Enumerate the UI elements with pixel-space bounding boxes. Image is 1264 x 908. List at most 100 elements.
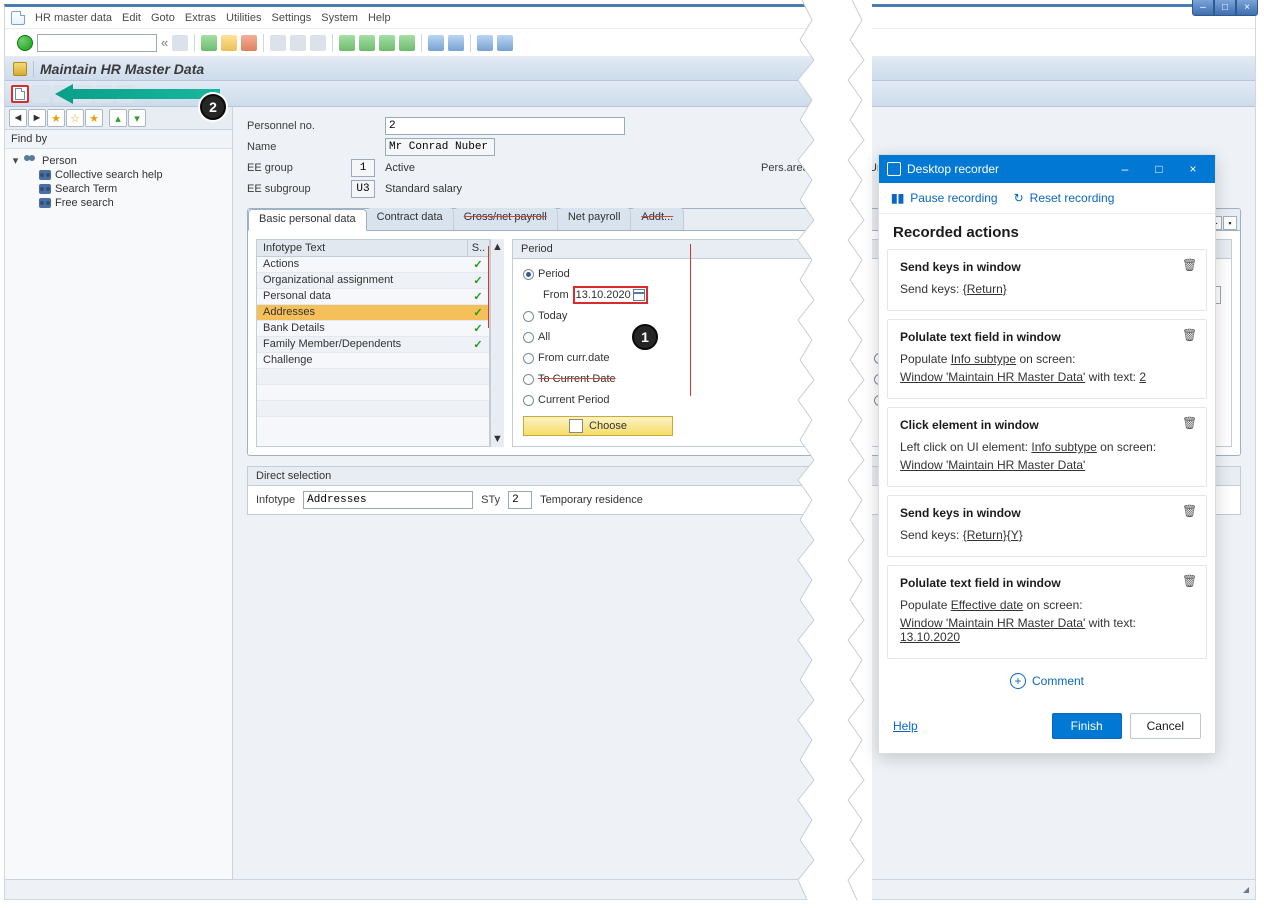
delete-icon[interactable]: 🗑 xyxy=(1182,504,1196,518)
input-infotype[interactable] xyxy=(303,491,473,509)
delete-icon[interactable]: 🗑 xyxy=(1182,258,1196,272)
menu-settings[interactable]: Settings xyxy=(272,12,312,24)
action-card[interactable]: 🗑 Polulate text field in window Populate… xyxy=(887,565,1207,659)
display-icon[interactable] xyxy=(53,85,71,103)
overview-icon[interactable] xyxy=(116,85,134,103)
pause-button[interactable]: ▮▮Pause recording xyxy=(891,191,998,205)
annotation-line xyxy=(690,244,691,396)
tree-root[interactable]: ▾ Person xyxy=(11,153,226,168)
shortcut-icon[interactable] xyxy=(448,35,464,51)
action-card[interactable]: 🗑 Click element in window Left click on … xyxy=(887,407,1207,487)
menu-help[interactable]: Help xyxy=(368,12,391,24)
radio-currperiod[interactable] xyxy=(523,395,534,406)
next-page-icon[interactable] xyxy=(379,35,395,51)
exit-icon[interactable] xyxy=(221,35,237,51)
help-icon[interactable] xyxy=(477,35,493,51)
action-bar xyxy=(5,81,1255,107)
window-controls: – □ × xyxy=(1192,0,1258,16)
delete-icon[interactable]: 🗑 xyxy=(1182,328,1196,342)
reset-button[interactable]: ↻Reset recording xyxy=(1014,191,1115,205)
infotype-row-selected[interactable]: Addresses✓ xyxy=(257,305,489,321)
menu-goto[interactable]: Goto xyxy=(151,12,175,24)
fav-add-icon[interactable]: ★ xyxy=(47,109,65,127)
finish-button[interactable]: Finish xyxy=(1052,713,1122,739)
tree-item[interactable]: Search Term xyxy=(11,182,226,196)
delete-icon[interactable]: 🗑 xyxy=(1182,416,1196,430)
tab-contract[interactable]: Contract data xyxy=(367,208,454,230)
infotype-header: Infotype Text S.. xyxy=(257,240,489,257)
first-page-icon[interactable] xyxy=(339,35,355,51)
save-icon[interactable] xyxy=(172,35,188,51)
max-button[interactable]: □ xyxy=(1214,0,1236,16)
radio-today[interactable] xyxy=(523,311,534,322)
document-icon xyxy=(11,11,25,25)
action-card[interactable]: 🗑 Send keys in window Send keys: {Return… xyxy=(887,249,1207,311)
expand-icon[interactable]: ▴ xyxy=(109,109,127,127)
infotype-row[interactable]: Challenge xyxy=(257,353,489,369)
find-icon[interactable] xyxy=(290,35,306,51)
copy-icon[interactable] xyxy=(74,85,92,103)
nav-back-icon[interactable]: ◄ xyxy=(9,109,27,127)
back-icon[interactable] xyxy=(201,35,217,51)
create-button[interactable] xyxy=(11,85,29,103)
tab-addt[interactable]: Addt... xyxy=(631,208,684,230)
find-next-icon[interactable] xyxy=(310,35,326,51)
rec-close-button[interactable]: × xyxy=(1179,162,1207,176)
menu-utilities[interactable]: Utilities xyxy=(226,12,261,24)
menu-extras[interactable]: Extras xyxy=(185,12,216,24)
tab-net[interactable]: Net payroll xyxy=(558,208,632,230)
radio-all[interactable] xyxy=(523,332,534,343)
enter-icon[interactable] xyxy=(17,35,33,51)
from-date-input[interactable]: 13.10.2020 xyxy=(573,286,648,304)
calendar-icon[interactable] xyxy=(633,289,645,301)
last-page-icon[interactable] xyxy=(399,35,415,51)
infotype-scroll[interactable]: ▲▼ xyxy=(490,239,504,447)
infotype-row[interactable]: Bank Details✓ xyxy=(257,321,489,337)
cancel-icon[interactable] xyxy=(241,35,257,51)
radio-period[interactable] xyxy=(523,269,534,280)
min-button[interactable]: – xyxy=(1192,0,1214,16)
add-comment-button[interactable]: + Comment xyxy=(887,667,1207,699)
new-session-icon[interactable] xyxy=(428,35,444,51)
input-pno[interactable] xyxy=(385,117,625,135)
layout-icon[interactable] xyxy=(497,35,513,51)
close-button[interactable]: × xyxy=(1236,0,1258,16)
list-icon xyxy=(569,419,583,433)
help-link[interactable]: Help xyxy=(893,719,918,733)
delete-icon[interactable] xyxy=(95,85,113,103)
input-sty[interactable] xyxy=(508,491,532,509)
radio-fromcurr[interactable] xyxy=(523,353,534,364)
tab-grossnet[interactable]: Gross/net payroll xyxy=(454,208,558,230)
menu-hr[interactable]: HR master data xyxy=(35,12,112,24)
choose-button[interactable]: Choose xyxy=(523,416,673,436)
tab-list-icon[interactable]: ▪ xyxy=(1223,216,1237,230)
infotype-row[interactable]: Actions✓ xyxy=(257,257,489,273)
tree-item[interactable]: Free search xyxy=(11,196,226,210)
menu-system[interactable]: System xyxy=(321,12,358,24)
page-title: Maintain HR Master Data xyxy=(40,61,204,77)
cancel-button[interactable]: Cancel xyxy=(1130,713,1201,739)
action-card[interactable]: 🗑 Polulate text field in window Populate… xyxy=(887,319,1207,399)
print-icon[interactable] xyxy=(270,35,286,51)
back-chevron-icon[interactable]: « xyxy=(161,35,168,50)
delete-icon[interactable]: 🗑 xyxy=(1182,574,1196,588)
change-icon[interactable] xyxy=(32,85,50,103)
rec-min-button[interactable]: – xyxy=(1111,162,1139,176)
fav-del-icon[interactable]: ☆ xyxy=(66,109,84,127)
infotype-row[interactable]: Organizational assignment✓ xyxy=(257,273,489,289)
action-card[interactable]: 🗑 Send keys in window Send keys: {Return… xyxy=(887,495,1207,557)
command-field[interactable] xyxy=(37,34,157,52)
infotype-row[interactable]: Family Member/Dependents✓ xyxy=(257,337,489,353)
tab-basic[interactable]: Basic personal data xyxy=(248,209,367,231)
tree-item[interactable]: Collective search help xyxy=(11,168,226,182)
resize-grip-icon[interactable] xyxy=(1243,887,1249,893)
fav-maint-icon[interactable]: ★ xyxy=(85,109,103,127)
prev-page-icon[interactable] xyxy=(359,35,375,51)
menu-edit[interactable]: Edit xyxy=(122,12,141,24)
collapse-icon[interactable]: ▾ xyxy=(128,109,146,127)
rec-max-button[interactable]: □ xyxy=(1145,162,1173,176)
infotype-row[interactable]: Personal data✓ xyxy=(257,289,489,305)
radio-tocurr[interactable] xyxy=(523,374,534,385)
nav-fwd-icon[interactable]: ► xyxy=(28,109,46,127)
separator xyxy=(194,34,195,52)
